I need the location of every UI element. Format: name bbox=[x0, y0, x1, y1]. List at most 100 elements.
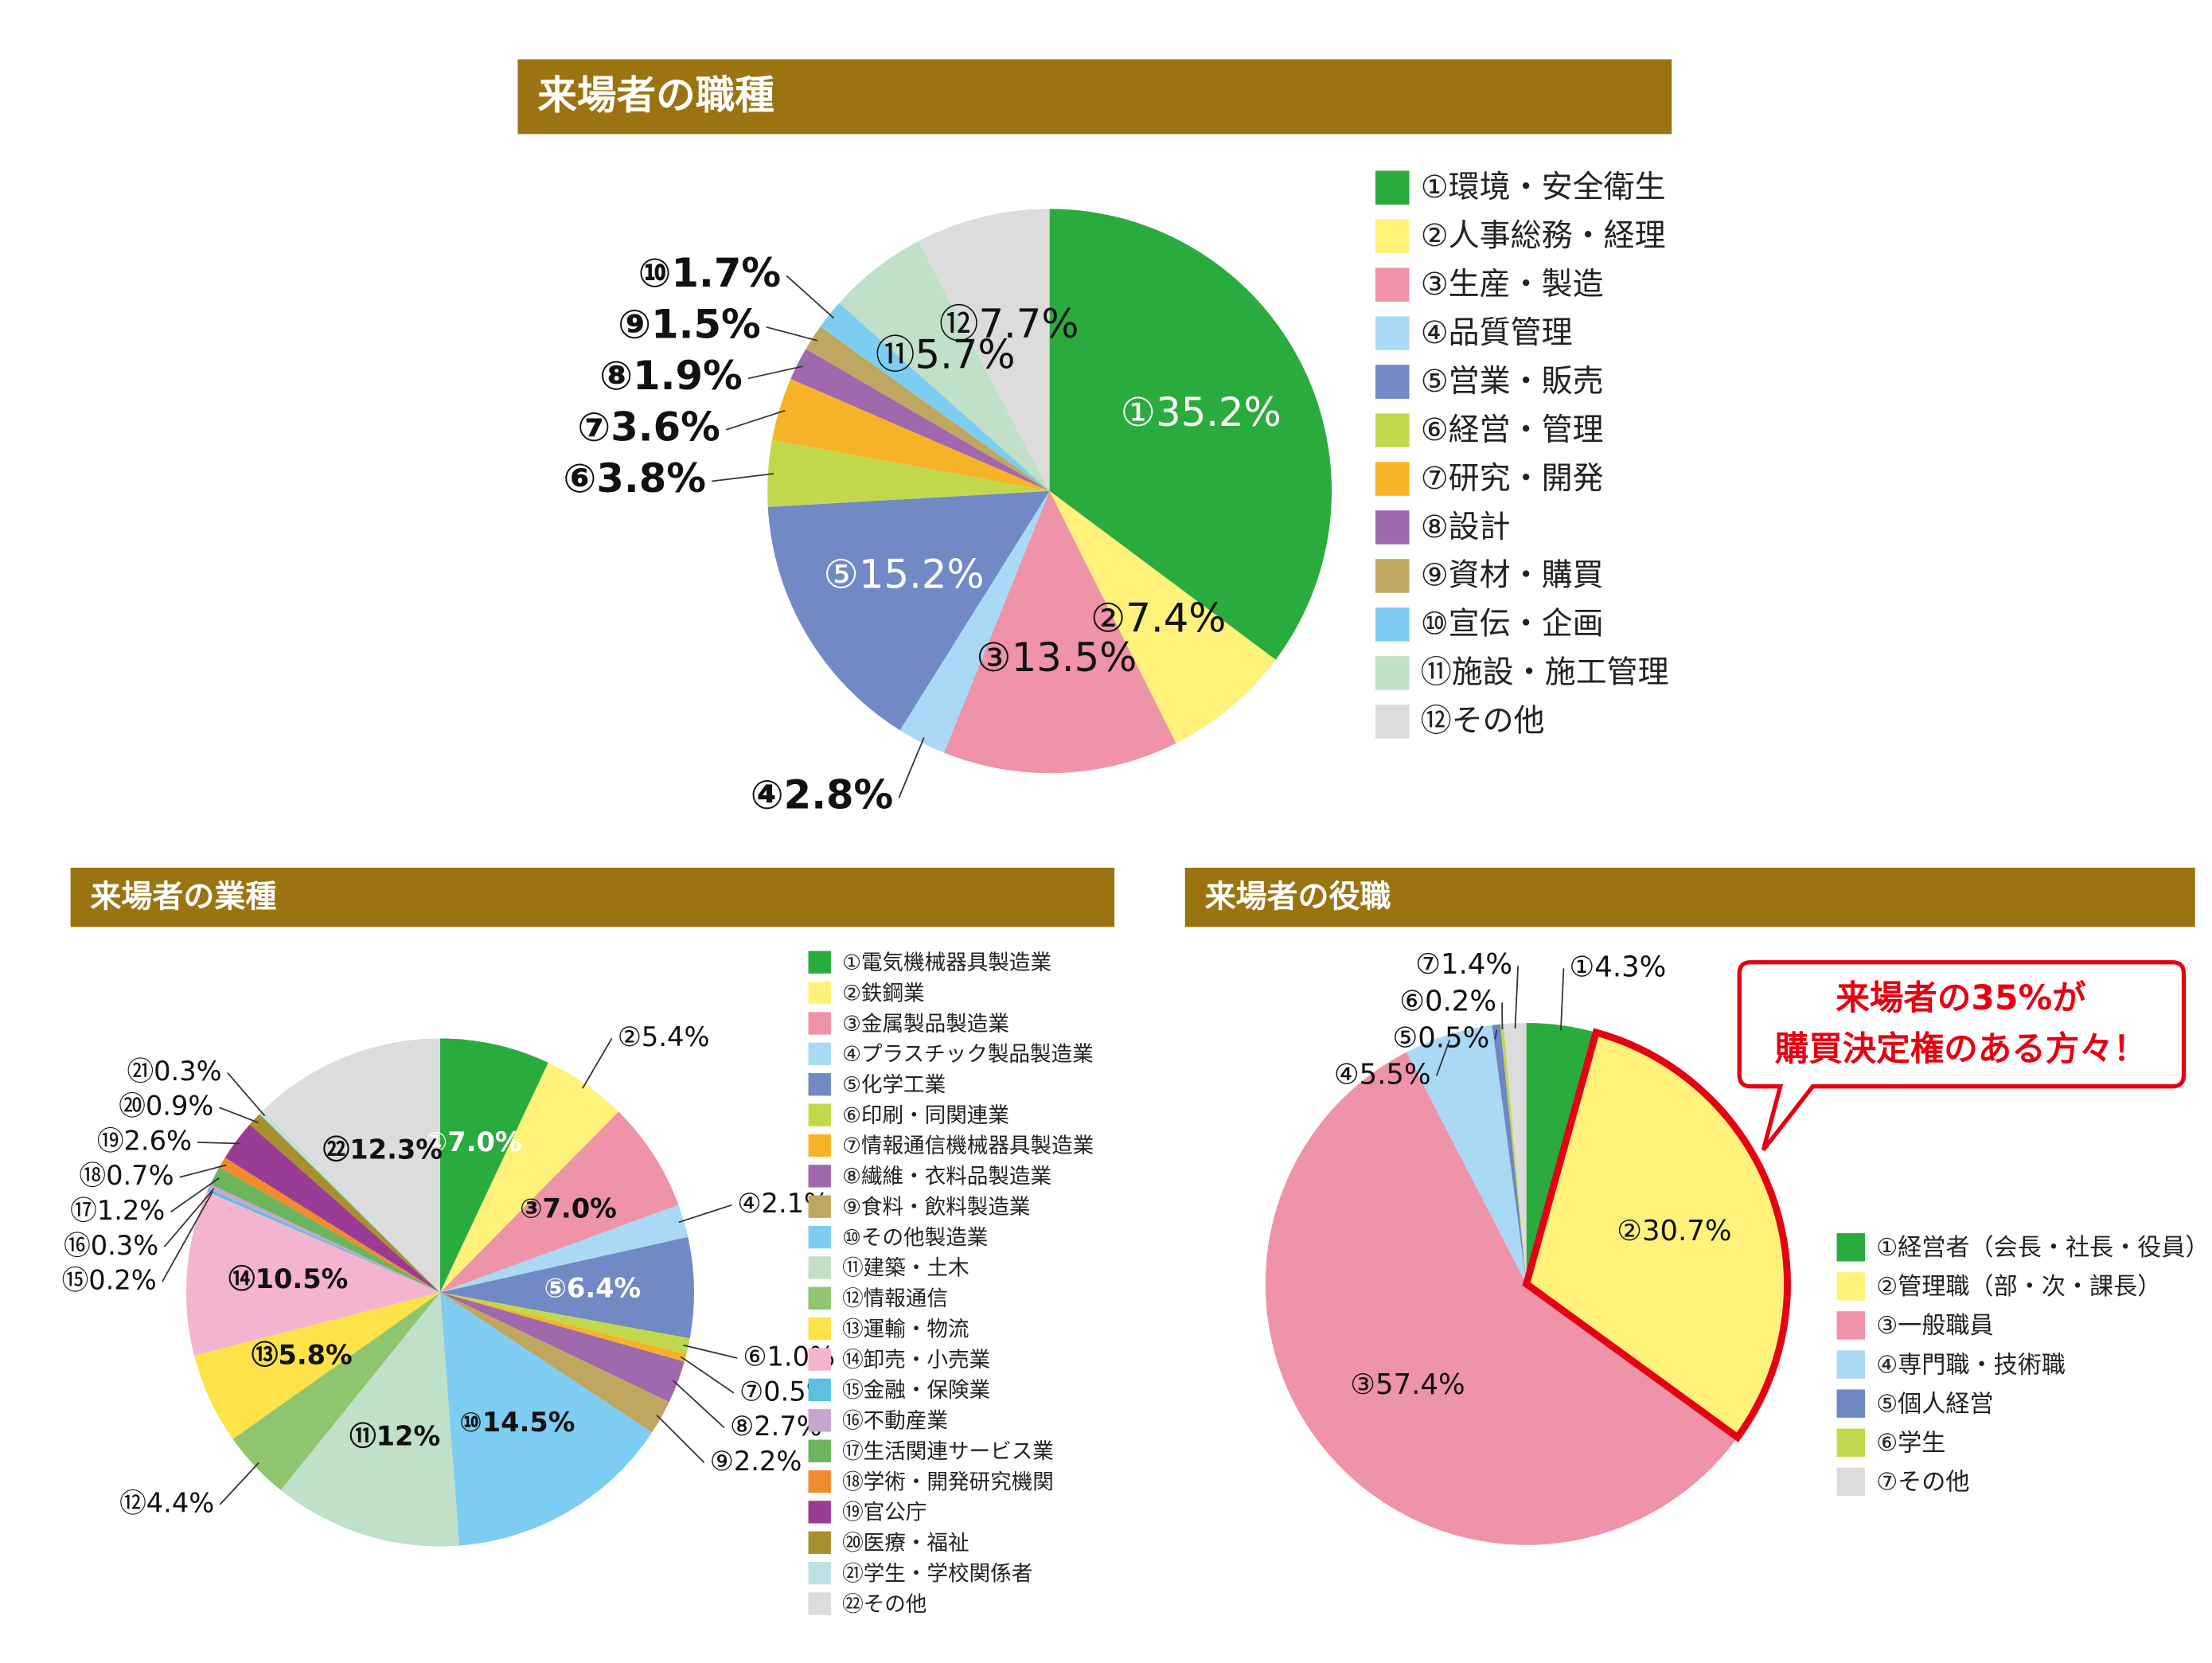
data-label: ②5.4% bbox=[618, 1021, 710, 1052]
legend-swatch bbox=[1837, 1389, 1865, 1417]
legend-label: ⑤化学工業 bbox=[842, 1072, 946, 1097]
data-label: ⑤15.2% bbox=[824, 552, 985, 598]
data-label: ①4.3% bbox=[1570, 951, 1667, 983]
legend-swatch bbox=[1837, 1311, 1865, 1339]
legend-label: ⑬運輸・物流 bbox=[842, 1317, 969, 1341]
data-label: ⑫4.4% bbox=[119, 1487, 214, 1518]
data-label: ⑫7.7% bbox=[939, 301, 1079, 347]
legend-swatch bbox=[809, 1043, 831, 1065]
legend-swatch bbox=[1375, 656, 1410, 690]
legend-swatch bbox=[1837, 1272, 1865, 1300]
legend-swatch bbox=[1375, 559, 1410, 593]
legend-label: ⑯不動産業 bbox=[842, 1409, 948, 1434]
data-label: ⑧2.7% bbox=[730, 1411, 822, 1442]
legend-swatch bbox=[809, 1348, 831, 1370]
legend-swatch bbox=[809, 1196, 831, 1218]
legend-label: ⑥経営・管理 bbox=[1421, 412, 1604, 448]
legend-label: ④品質管理 bbox=[1421, 315, 1573, 351]
legend-swatch bbox=[1375, 607, 1410, 642]
legend-swatch bbox=[1375, 365, 1410, 399]
legend-label: ③一般職員 bbox=[1876, 1312, 1993, 1340]
legend-swatch bbox=[1375, 316, 1410, 350]
data-label: ⑬5.8% bbox=[252, 1339, 353, 1370]
legend-swatch bbox=[809, 1226, 831, 1248]
data-label: ③13.5% bbox=[976, 634, 1137, 681]
data-label: ⑳0.9% bbox=[119, 1091, 213, 1122]
data-label: ⑥3.8% bbox=[563, 455, 706, 502]
legend-label: ⑩宣伝・企画 bbox=[1421, 607, 1604, 642]
legend-swatch bbox=[1375, 267, 1410, 302]
legend-label: ①経営者（会長・社長・役員） bbox=[1876, 1234, 2209, 1262]
legend-label: ⑩その他製造業 bbox=[842, 1225, 988, 1250]
chart-title: 来場者の業種 bbox=[90, 879, 276, 915]
legend-label: ⑦研究・開発 bbox=[1421, 461, 1604, 497]
legend-label: ⑤個人経営 bbox=[1876, 1390, 1993, 1418]
legend-swatch bbox=[809, 1103, 831, 1126]
legend-swatch bbox=[809, 1379, 831, 1401]
data-label: ⑪12% bbox=[349, 1421, 440, 1452]
legend-label: ⑫その他 bbox=[1421, 704, 1545, 740]
legend-label: ⑱学術・開発研究機関 bbox=[842, 1470, 1054, 1494]
data-label: ⑮0.2% bbox=[62, 1265, 157, 1296]
chart-title: 来場者の役職 bbox=[1205, 879, 1391, 915]
data-label: ⑥0.2% bbox=[1399, 985, 1496, 1017]
legend-swatch bbox=[809, 1134, 831, 1157]
legend-swatch bbox=[1837, 1468, 1865, 1496]
legend-swatch bbox=[809, 1470, 831, 1493]
legend-label: ⑤営業・販売 bbox=[1421, 364, 1604, 400]
legend-swatch bbox=[809, 1073, 831, 1095]
data-label: ⑨1.5% bbox=[618, 301, 761, 347]
legend-swatch bbox=[1837, 1350, 1865, 1378]
data-label: ⑦1.4% bbox=[1415, 948, 1512, 981]
legend-label: ⑫情報通信 bbox=[842, 1286, 948, 1311]
data-label: ㉒12.3% bbox=[323, 1134, 443, 1165]
legend-label: ①環境・安全衛生 bbox=[1421, 170, 1666, 205]
legend-label: ⑥印刷・同関連業 bbox=[842, 1103, 1009, 1128]
legend-label: ⑦その他 bbox=[1876, 1469, 1969, 1497]
legend-swatch bbox=[1375, 462, 1410, 496]
legend-label: ⑥学生 bbox=[1876, 1429, 1945, 1457]
data-label: ⑦3.6% bbox=[577, 404, 720, 450]
legend-swatch bbox=[809, 1409, 831, 1431]
legend-label: ⑭卸売・小売業 bbox=[842, 1348, 990, 1372]
legend-label: ⑪施設・施工管理 bbox=[1421, 655, 1669, 691]
legend-label: ②鉄鋼業 bbox=[842, 981, 925, 1005]
legend-label: ⑳医療・福祉 bbox=[842, 1531, 969, 1556]
legend-label: ㉑学生・学校関係者 bbox=[842, 1561, 1032, 1586]
data-label: ⑤6.4% bbox=[544, 1272, 641, 1303]
legend-label: ②管理職（部・次・課長） bbox=[1876, 1273, 2161, 1301]
legend-swatch bbox=[809, 1532, 831, 1554]
data-label: ⑤0.5% bbox=[1392, 1021, 1489, 1054]
legend-swatch bbox=[1375, 219, 1410, 253]
data-label: ⑧1.9% bbox=[599, 353, 743, 399]
legend-swatch bbox=[809, 1318, 831, 1340]
legend-label: ⑪建築・土木 bbox=[842, 1256, 969, 1281]
annotation-text: 来場者の35%が bbox=[1836, 979, 2086, 1018]
legend-swatch bbox=[1375, 510, 1410, 545]
legend-swatch bbox=[1837, 1428, 1865, 1456]
legend-label: ③生産・製造 bbox=[1421, 267, 1604, 303]
legend-swatch bbox=[809, 1256, 831, 1278]
data-label: ⑯0.3% bbox=[64, 1230, 158, 1261]
annotation-text: 購買決定権のある方々！ bbox=[1775, 1030, 2148, 1069]
legend-swatch bbox=[809, 1165, 831, 1187]
data-label: ③7.0% bbox=[520, 1193, 617, 1224]
legend-swatch bbox=[1837, 1233, 1865, 1261]
data-label: ⑱0.7% bbox=[79, 1160, 174, 1191]
data-label: ⑭10.5% bbox=[228, 1263, 348, 1294]
legend-label: ①電気機械器具製造業 bbox=[842, 951, 1051, 975]
data-label: ⑩1.7% bbox=[638, 250, 782, 296]
data-label: ⑩14.5% bbox=[459, 1407, 575, 1438]
legend-swatch bbox=[1375, 705, 1410, 739]
legend-swatch bbox=[809, 1287, 831, 1310]
legend-label: ②人事総務・経理 bbox=[1421, 218, 1666, 254]
legend-label: ⑨食料・飲料製造業 bbox=[842, 1195, 1030, 1220]
legend-label: ⑰生活関連サービス業 bbox=[842, 1439, 1054, 1464]
legend-label: ⑲官公庁 bbox=[842, 1501, 927, 1525]
data-label: ①35.2% bbox=[1121, 389, 1282, 435]
data-label: ③57.4% bbox=[1350, 1368, 1465, 1401]
legend-swatch bbox=[809, 951, 831, 974]
legend-swatch bbox=[809, 1592, 831, 1614]
data-label: ④5.5% bbox=[1334, 1058, 1431, 1091]
